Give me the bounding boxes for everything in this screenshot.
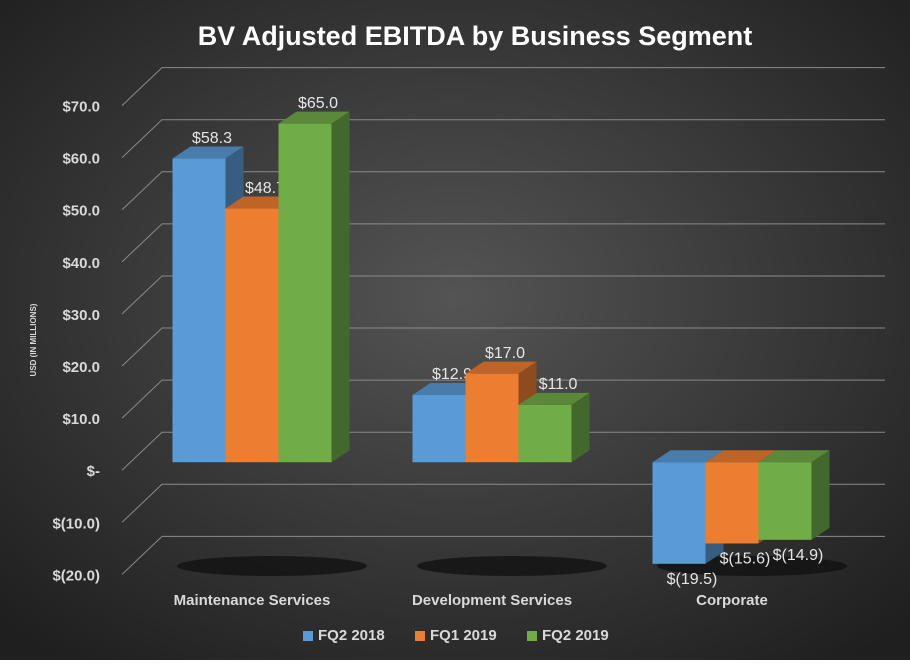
grid-line xyxy=(121,275,885,315)
bar-top xyxy=(705,450,777,463)
y-tick-label: $60.0 xyxy=(62,151,100,168)
value-label: $11.0 xyxy=(539,376,578,393)
y-axis-label: USD (IN MILLIONS) xyxy=(29,303,38,376)
value-label: $12.9 xyxy=(432,366,472,383)
bar xyxy=(278,111,350,463)
value-label: $65.0 xyxy=(298,95,338,112)
bar-side xyxy=(331,111,350,463)
value-label: $(19.5) xyxy=(667,571,718,588)
bar-top xyxy=(465,361,537,374)
grid-line xyxy=(121,171,885,211)
grid-line xyxy=(121,483,885,523)
bar-top xyxy=(278,111,350,124)
y-tick-label: $40.0 xyxy=(62,255,100,272)
legend-swatch xyxy=(303,631,313,641)
y-tick-label: $70.0 xyxy=(62,99,100,116)
grid-line xyxy=(121,431,885,471)
bar-side xyxy=(811,450,830,540)
bar-top xyxy=(518,392,590,405)
bar-side xyxy=(571,392,590,463)
bar-front xyxy=(412,395,466,463)
grid-line xyxy=(121,327,885,367)
grid-line xyxy=(121,119,885,159)
bar xyxy=(518,392,590,463)
floor-shadow xyxy=(417,556,607,576)
chart-title: BV Adjusted EBITDA by Business Segment xyxy=(198,21,753,51)
y-tick-label: $- xyxy=(87,463,100,480)
legend-label: FQ2 2019 xyxy=(542,627,609,644)
bar-front xyxy=(225,208,279,463)
grid-line xyxy=(121,535,885,575)
bar-front xyxy=(278,123,332,463)
legend-label: FQ1 2019 xyxy=(430,627,497,644)
x-tick-label: Development Services xyxy=(412,592,572,609)
value-label: $48.7 xyxy=(245,180,285,197)
y-tick-label: $30.0 xyxy=(62,307,100,324)
bar-front xyxy=(652,462,706,564)
legend-swatch xyxy=(527,631,537,641)
bar-front xyxy=(705,462,759,544)
bar-front xyxy=(518,404,572,463)
value-label: $(14.9) xyxy=(773,547,824,564)
bar-top xyxy=(172,146,244,159)
y-tick-label: $10.0 xyxy=(62,411,100,428)
grid-line xyxy=(121,379,885,419)
legend-swatch xyxy=(415,631,425,641)
x-tick-label: Corporate xyxy=(696,592,768,609)
value-label: $58.3 xyxy=(192,130,232,147)
grid-line xyxy=(121,223,885,263)
bar xyxy=(758,450,830,540)
y-tick-label: $20.0 xyxy=(62,359,100,376)
grid-line xyxy=(121,67,885,106)
bar-top xyxy=(652,450,724,463)
floor-shadow xyxy=(177,556,367,576)
value-label: $17.0 xyxy=(485,345,525,362)
y-tick-label: $50.0 xyxy=(62,203,100,220)
x-tick-label: Maintenance Services xyxy=(174,592,331,609)
bar-front xyxy=(758,462,812,540)
bar-front xyxy=(465,373,519,463)
legend-label: FQ2 2018 xyxy=(318,627,385,644)
y-tick-label: $(20.0) xyxy=(52,567,100,584)
bar-top xyxy=(758,450,830,463)
value-label: $(15.6) xyxy=(720,551,771,568)
bar-front xyxy=(172,158,226,463)
y-tick-label: $(10.0) xyxy=(52,515,100,532)
